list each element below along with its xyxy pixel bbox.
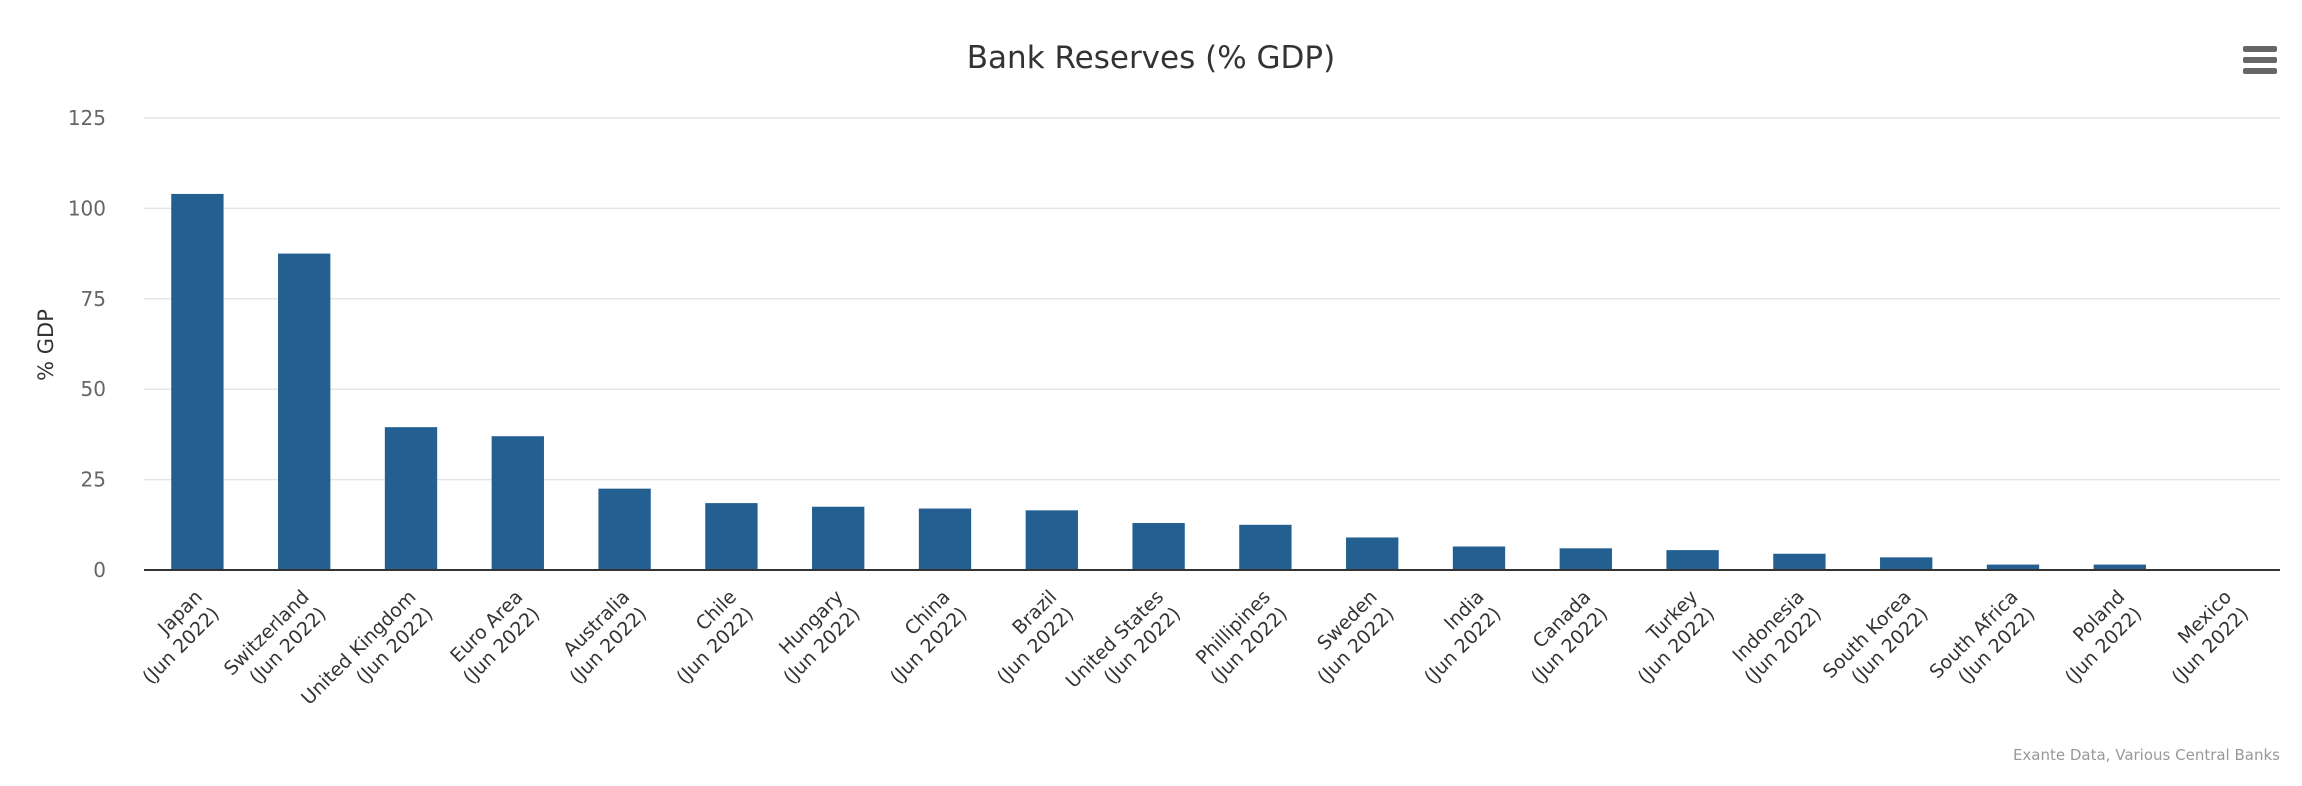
x-tick-label: Chile(Jun 2022) (655, 586, 757, 688)
y-tick-label: 0 (93, 558, 106, 582)
x-tick-label: Japan(Jun 2022) (121, 586, 223, 688)
x-tick-label: United States(Jun 2022) (1062, 586, 1186, 710)
x-tick-label: India(Jun 2022) (1403, 586, 1505, 688)
bar[interactable] (598, 488, 651, 570)
bar[interactable] (1239, 524, 1292, 570)
x-tick-label: China(Jun 2022) (869, 586, 971, 688)
x-tick-label: Phillipines(Jun 2022) (1189, 586, 1291, 688)
x-tick-label: Hungary(Jun 2022) (762, 586, 864, 688)
bar[interactable] (384, 427, 438, 570)
bar[interactable] (1452, 546, 1506, 570)
x-tick-label: Canada(Jun 2022) (1510, 586, 1612, 688)
y-gridlines (144, 117, 2280, 481)
x-tick-label: Euro Area(Jun 2022) (442, 586, 544, 688)
bar[interactable] (1880, 557, 1933, 570)
chart-title: Bank Reserves (% GDP) (967, 40, 1335, 76)
x-tick-label: South Africa(Jun 2022) (1925, 586, 2039, 700)
bar[interactable] (1559, 548, 1612, 570)
export-menu-button[interactable] (2243, 46, 2277, 76)
y-tick-label: 50 (81, 377, 106, 401)
bar[interactable] (1025, 510, 1078, 570)
y-tick-labels: 0 25 50 75 100 125 (68, 106, 106, 582)
bar[interactable] (812, 506, 865, 570)
bar[interactable] (918, 508, 972, 570)
x-tick-labels: Japan(Jun 2022)Switzerland(Jun 2022)Unit… (121, 586, 2253, 710)
bar[interactable] (171, 193, 224, 570)
bar[interactable] (1346, 537, 1399, 570)
x-tick-label: Turkey(Jun 2022) (1617, 586, 1719, 688)
bar[interactable] (1986, 564, 2040, 570)
bar[interactable] (1132, 522, 1185, 570)
x-tick-label: South Korea(Jun 2022) (1819, 586, 1933, 700)
x-tick-label: Australia(Jun 2022) (549, 586, 651, 688)
bar-series (171, 193, 2146, 570)
bar[interactable] (491, 436, 544, 570)
hamburger-menu-icon[interactable] (2243, 46, 2277, 52)
x-tick-label: Indonesia(Jun 2022) (1723, 586, 1825, 688)
bar[interactable] (1666, 550, 1719, 570)
y-axis-label: % GDP (34, 309, 58, 381)
bar[interactable] (2093, 564, 2146, 570)
y-tick-label: 75 (81, 287, 106, 311)
x-tick-label: Sweden(Jun 2022) (1296, 586, 1398, 688)
bar[interactable] (1773, 553, 1826, 570)
x-tick-label: Mexico(Jun 2022) (2151, 586, 2253, 688)
y-tick-label: 25 (81, 468, 106, 492)
bar[interactable] (705, 503, 758, 570)
y-tick-label: 125 (68, 106, 106, 130)
x-tick-label: Brazil(Jun 2022) (976, 586, 1078, 688)
x-tick-label: Poland(Jun 2022) (2044, 586, 2146, 688)
bar[interactable] (278, 253, 331, 570)
credits-text[interactable]: Exante Data, Various Central Banks (2013, 746, 2280, 764)
y-tick-label: 100 (68, 196, 106, 220)
